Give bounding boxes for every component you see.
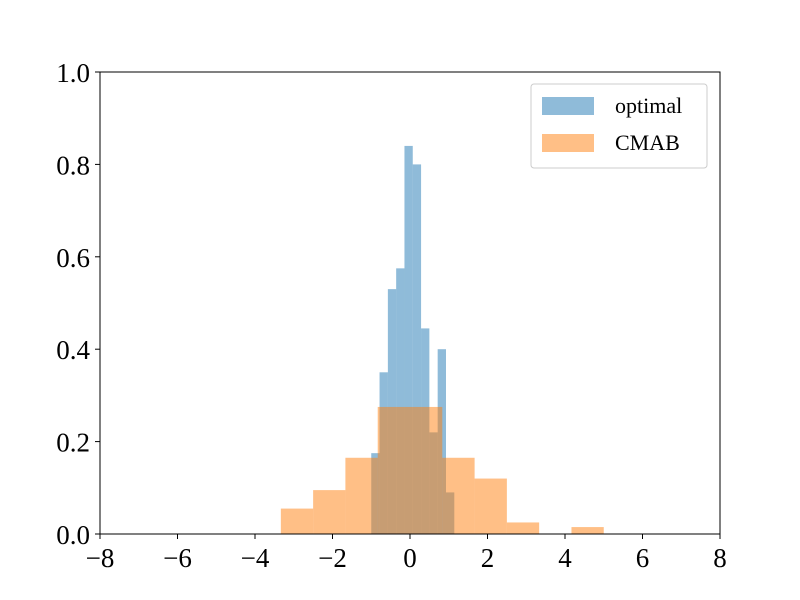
y-tick-label: 0.2 bbox=[56, 428, 90, 458]
bar-cmab-1 bbox=[313, 490, 346, 534]
y-tick-label: 1.0 bbox=[56, 58, 90, 88]
bar-cmab-9 bbox=[571, 527, 604, 534]
legend-label-optimal: optimal bbox=[615, 93, 682, 118]
bar-optimal-4 bbox=[404, 145, 413, 535]
x-tick-label: 6 bbox=[636, 543, 650, 573]
bar-cmab-0 bbox=[280, 508, 314, 534]
x-tick-label: −4 bbox=[241, 543, 270, 573]
legend: optimal CMAB bbox=[530, 83, 708, 169]
bar-optimal-3 bbox=[396, 268, 405, 534]
y-tick-label: 0.6 bbox=[56, 243, 90, 273]
x-tick-label: −8 bbox=[86, 543, 115, 573]
legend-swatch-optimal bbox=[542, 97, 594, 115]
y-tick-label: 0.0 bbox=[56, 520, 90, 550]
x-tick-label: 4 bbox=[558, 543, 572, 573]
bar-cmab-3 bbox=[377, 406, 410, 534]
bar-cmab-5 bbox=[442, 457, 475, 534]
legend-label-cmab: CMAB bbox=[615, 130, 680, 155]
bar-optimal-5 bbox=[412, 164, 422, 534]
x-tick-label: 0 bbox=[403, 543, 417, 573]
x-tick-label: 2 bbox=[481, 543, 495, 573]
bar-cmab-6 bbox=[474, 478, 507, 534]
y-tick-label: 0.4 bbox=[56, 335, 90, 365]
bar-cmab-4 bbox=[410, 406, 443, 534]
legend-swatch-cmab bbox=[542, 134, 594, 152]
bars-layer bbox=[280, 145, 604, 535]
x-tick-label: −6 bbox=[163, 543, 192, 573]
x-tick-label: 8 bbox=[713, 543, 727, 573]
bar-cmab-7 bbox=[506, 522, 540, 534]
ticks-layer: −8 −6 −4 −2 0 2 4 6 8 0.0 0.2 0.4 0.6 0.8 1.0 bbox=[56, 58, 727, 573]
bar-cmab-2 bbox=[345, 457, 378, 534]
x-tick-label: −2 bbox=[318, 543, 347, 573]
y-tick-label: 0.8 bbox=[56, 150, 90, 180]
